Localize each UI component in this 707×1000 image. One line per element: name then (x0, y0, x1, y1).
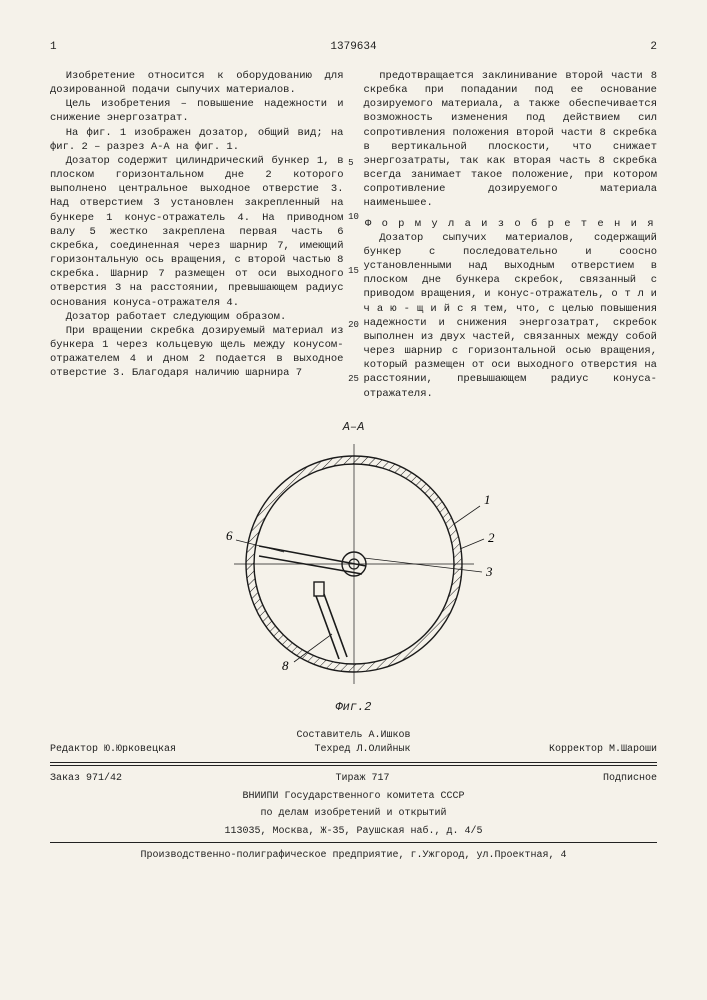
line-num: 25 (348, 373, 359, 385)
paragraph: предотвращается заклинивание второй част… (364, 69, 658, 211)
line-num: 5 (348, 157, 359, 169)
print-house: Производственно-полиграфическое предприя… (50, 849, 657, 863)
org-address: 113035, Москва, Ж-35, Раушская наб., д. … (50, 825, 657, 839)
label-6: 6 (226, 528, 233, 543)
figure-2: А–А (50, 419, 657, 715)
section-label: А–А (50, 419, 657, 435)
tech-editor: Техред Л.Олийнык (314, 743, 410, 757)
paragraph: Цель изобретения – повышение надежности … (50, 97, 344, 125)
org-line-1: ВНИИПИ Государственного комитета СССР (50, 790, 657, 804)
column-right: предотвращается заклинивание второй част… (364, 69, 658, 401)
label-2: 2 (488, 530, 495, 545)
corrector: Корректор М.Шароши (549, 743, 657, 757)
paragraph: Дозатор сыпучих материалов, содержащий б… (364, 231, 658, 401)
order-line: Заказ 971/42 Тираж 717 Подписное (50, 772, 657, 786)
print-run: Тираж 717 (335, 772, 389, 786)
divider (50, 762, 657, 766)
line-num: 10 (348, 211, 359, 223)
signed: Подписное (603, 772, 657, 786)
line-numbers: 5 10 15 20 25 (348, 69, 359, 386)
column-left: Изобретение относится к оборудованию для… (50, 69, 344, 401)
divider (50, 842, 657, 843)
paragraph: Дозатор содержит цилиндрический бункер 1… (50, 154, 344, 310)
editor: Редактор Ю.Юрковецкая (50, 743, 176, 757)
paragraph: Дозатор работает следующим образом. (50, 310, 344, 324)
figure-caption: Фиг.2 (50, 699, 657, 715)
credits-line: Редактор Ю.Юрковецкая Техред Л.Олийнык К… (50, 743, 657, 757)
text-columns: 5 10 15 20 25 Изобретение относится к об… (50, 69, 657, 401)
line-num: 20 (348, 319, 359, 331)
paragraph: При вращении скребка дозируемый материал… (50, 324, 344, 381)
label-3: 3 (485, 564, 493, 579)
paragraph: Изобретение относится к оборудованию для… (50, 69, 344, 97)
formula-title: Ф о р м у л а и з о б р е т е н и я (364, 217, 658, 231)
label-1: 1 (484, 492, 491, 507)
org-line-2: по делам изобретений и открытий (50, 807, 657, 821)
page-left: 1 (50, 40, 57, 55)
page-right: 2 (650, 40, 657, 55)
diagram-svg: 1 2 3 6 8 (204, 439, 504, 689)
label-8: 8 (282, 658, 289, 673)
order-no: Заказ 971/42 (50, 772, 122, 786)
paragraph: На фиг. 1 изображен дозатор, общий вид; … (50, 126, 344, 154)
doc-number: 1379634 (330, 40, 376, 55)
compiler-line: Составитель А.Ишков (50, 729, 657, 743)
line-num: 15 (348, 265, 359, 277)
